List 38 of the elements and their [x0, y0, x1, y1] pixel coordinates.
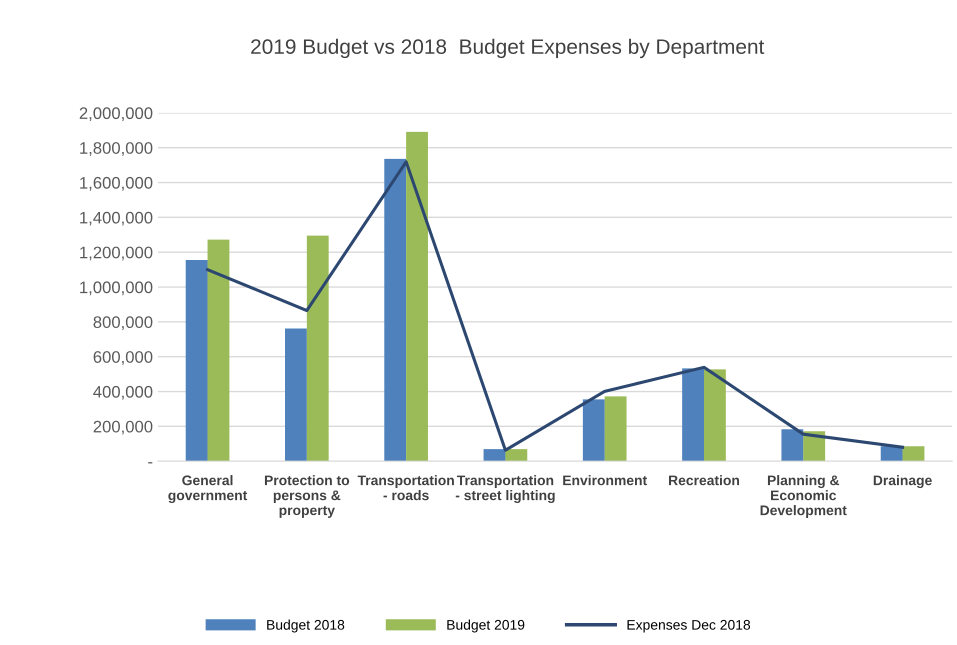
x-tick-label: Recreation: [669, 475, 740, 486]
x-tick-label: Protection to persons & property: [264, 475, 350, 518]
bar: [484, 449, 506, 462]
y-tick-label: 400,000: [93, 386, 152, 400]
x-tick-label: General government: [168, 475, 248, 504]
y-tick-label: 600,000: [94, 351, 152, 365]
bar: [186, 260, 208, 462]
y-tick-label: -: [148, 462, 152, 464]
bar: [306, 236, 329, 462]
bar: [704, 369, 726, 462]
bar: [208, 240, 230, 462]
x-tick-label: Drainage: [874, 475, 932, 488]
bar: [682, 368, 704, 462]
y-tick-label: 1,600,000: [80, 176, 152, 191]
line-series: [206, 160, 904, 452]
y-tick-label: 1,800,000: [80, 142, 152, 156]
bar: [284, 328, 307, 462]
chart-title: 2019 Budget vs 2018 Budget Expenses by Department: [251, 38, 764, 58]
bar: [406, 132, 428, 462]
legend-label: Expenses Dec 2018: [628, 620, 750, 632]
bar: [582, 399, 605, 462]
x-tick-label: Planning & Economic Development: [760, 475, 847, 518]
y-tick-label: 1,400,000: [80, 212, 152, 226]
y-tick-label: 2,000,000: [80, 107, 152, 122]
y-tick-label: 1,200,000: [80, 246, 152, 260]
bar: [505, 449, 528, 462]
bar: [781, 429, 804, 462]
legend-label: Budget 2018: [267, 620, 344, 632]
bar: [604, 396, 627, 462]
y-tick-label: 200,000: [94, 420, 152, 435]
y-tick-label: 1,000,000: [80, 281, 152, 296]
bar: [384, 158, 406, 462]
legend-label: Budget 2019: [447, 620, 524, 632]
x-tick-label: Environment: [563, 475, 647, 486]
y-tick-label: 800,000: [94, 316, 152, 330]
x-tick-label: Transportation - roads: [358, 475, 454, 500]
x-tick-label: Transportation - street lighting: [456, 475, 555, 504]
bar: [902, 446, 924, 462]
